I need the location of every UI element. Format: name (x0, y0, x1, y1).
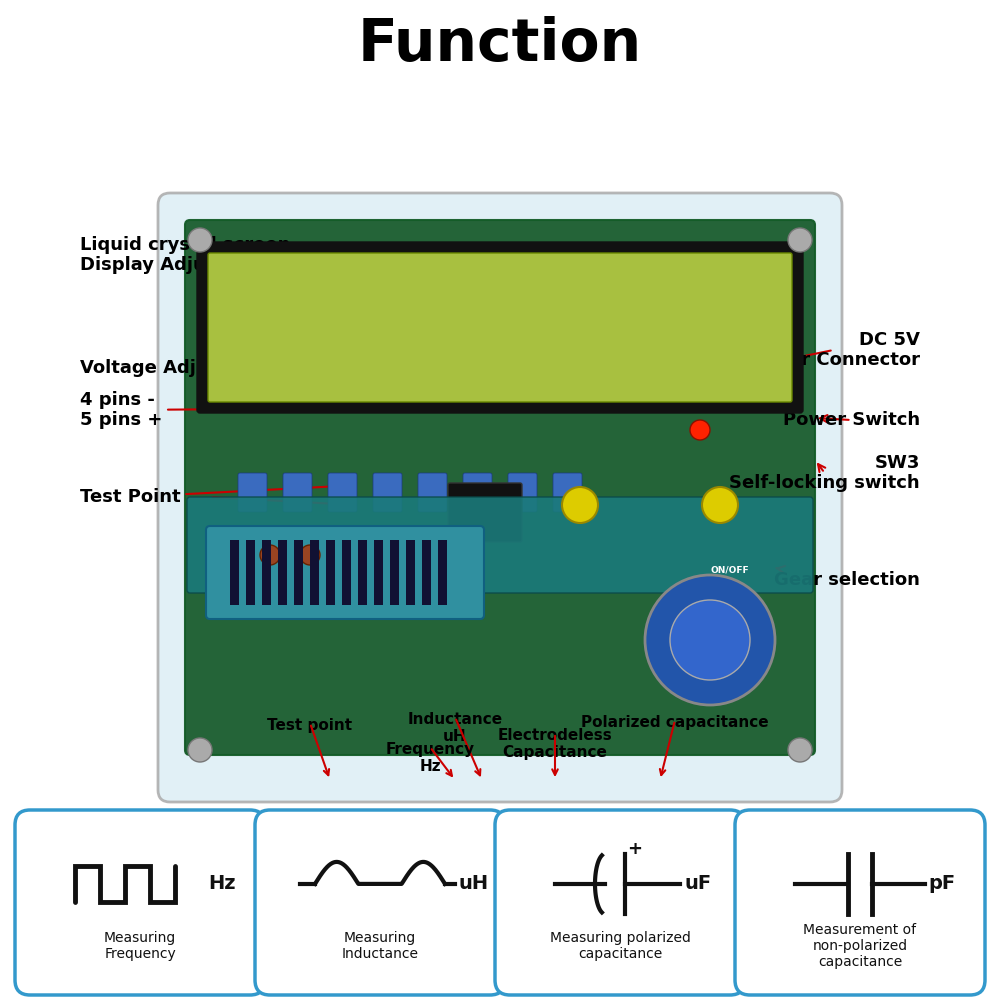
FancyBboxPatch shape (495, 810, 745, 995)
FancyBboxPatch shape (508, 473, 537, 512)
Bar (310, 540, 319, 605)
Bar (230, 540, 239, 605)
Text: Gear selection: Gear selection (774, 566, 920, 589)
Bar (342, 540, 351, 605)
Circle shape (562, 487, 598, 523)
FancyBboxPatch shape (206, 526, 484, 619)
FancyBboxPatch shape (448, 483, 522, 542)
Text: +: + (628, 840, 642, 858)
FancyBboxPatch shape (208, 253, 792, 402)
Text: Electrodeless
Capacitance: Electrodeless Capacitance (498, 728, 612, 760)
Circle shape (788, 228, 812, 252)
FancyBboxPatch shape (238, 473, 267, 512)
Circle shape (702, 487, 738, 523)
FancyBboxPatch shape (373, 473, 402, 512)
Bar (246, 540, 255, 605)
Text: Inductance
uH: Inductance uH (407, 712, 503, 744)
Circle shape (188, 228, 212, 252)
Bar (326, 540, 335, 605)
Circle shape (670, 600, 750, 680)
Text: Function: Function (358, 16, 642, 74)
Text: Measuring polarized
capacitance: Measuring polarized capacitance (550, 931, 690, 961)
Text: Liquid crystal screen
Display Adjustment: Liquid crystal screen Display Adjustment (80, 236, 415, 274)
Text: pF: pF (928, 874, 955, 893)
FancyBboxPatch shape (553, 473, 582, 512)
Circle shape (788, 738, 812, 762)
Circle shape (260, 545, 280, 565)
Text: 4 pins -
5 pins +: 4 pins - 5 pins + (80, 391, 375, 429)
Text: ON/OFF: ON/OFF (711, 566, 749, 574)
FancyBboxPatch shape (418, 473, 447, 512)
Text: Polarized capacitance: Polarized capacitance (581, 715, 769, 730)
Bar (278, 540, 287, 605)
Bar (294, 540, 303, 605)
Circle shape (690, 420, 710, 440)
Bar (358, 540, 367, 605)
Bar (406, 540, 415, 605)
Text: Measuring
Frequency: Measuring Frequency (104, 931, 176, 961)
FancyBboxPatch shape (158, 193, 842, 802)
FancyBboxPatch shape (197, 242, 803, 413)
Bar (374, 540, 383, 605)
Text: uH: uH (458, 874, 488, 893)
Text: Measuring
Inductance: Measuring Inductance (342, 931, 418, 961)
Text: uF: uF (685, 874, 712, 893)
Text: DC 5V
Power Connector: DC 5V Power Connector (747, 331, 920, 369)
Text: Test point: Test point (267, 718, 353, 733)
Bar (422, 540, 431, 605)
Text: Power Switch: Power Switch (783, 411, 920, 429)
Circle shape (300, 545, 320, 565)
FancyBboxPatch shape (283, 473, 312, 512)
FancyBboxPatch shape (187, 497, 813, 593)
Text: SW3
Self-locking switch: SW3 Self-locking switch (729, 454, 920, 492)
Text: Measurement of
non-polarized
capacitance: Measurement of non-polarized capacitance (803, 923, 917, 969)
Text: Frequency
Hz: Frequency Hz (385, 742, 475, 774)
FancyBboxPatch shape (735, 810, 985, 995)
Bar (390, 540, 399, 605)
FancyBboxPatch shape (185, 220, 815, 755)
FancyBboxPatch shape (255, 810, 505, 995)
Text: Voltage Adjustment: Voltage Adjustment (80, 359, 375, 377)
Bar (438, 540, 447, 605)
Circle shape (645, 575, 775, 705)
FancyBboxPatch shape (15, 810, 265, 995)
Circle shape (188, 738, 212, 762)
FancyBboxPatch shape (463, 473, 492, 512)
Bar (262, 540, 271, 605)
Text: Test Point: Test Point (80, 482, 355, 506)
Text: Hz: Hz (208, 874, 236, 893)
FancyBboxPatch shape (328, 473, 357, 512)
